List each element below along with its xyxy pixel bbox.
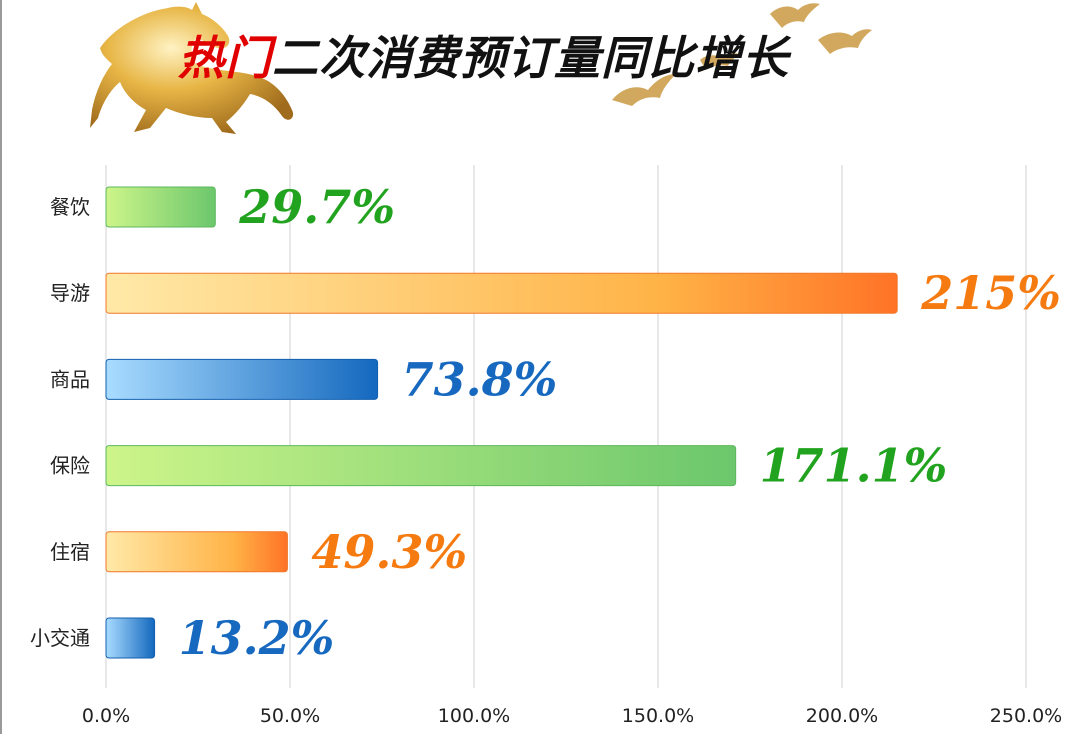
- golden-horse-icon: [90, 2, 294, 134]
- category-label: 保险: [50, 454, 90, 478]
- data-label: 171.1%: [760, 439, 948, 493]
- category-label: 餐饮: [50, 195, 90, 219]
- x-tick-label: 250.0%: [990, 705, 1062, 727]
- x-tick-label: 200.0%: [806, 705, 878, 727]
- frame-left-border: [0, 0, 2, 734]
- bar-2: [105, 358, 379, 400]
- category-label: 导游: [50, 281, 90, 305]
- x-tick-label: 0.0%: [82, 705, 130, 727]
- x-tick-label: 50.0%: [260, 705, 320, 727]
- category-label: 小交通: [30, 626, 90, 650]
- bar-5: [105, 617, 156, 659]
- bar-4: [105, 531, 288, 573]
- swallow-bird-icon: [612, 3, 872, 106]
- gridlines: [105, 165, 1027, 688]
- x-tick-label: 150.0%: [622, 705, 694, 727]
- bar-1: [105, 272, 898, 314]
- category-label: 商品: [50, 367, 90, 391]
- chart-title-highlight: 热门: [178, 31, 272, 85]
- data-label: 49.3%: [311, 525, 467, 579]
- data-label: 13.2%: [179, 611, 335, 665]
- bar-0: [105, 186, 216, 228]
- chart-title-rest: 二次消费预订量同比增长: [272, 31, 789, 85]
- chart-title: 热门二次消费预订量同比增长: [178, 22, 789, 88]
- x-tick-label: 100.0%: [438, 705, 510, 727]
- bars: [105, 186, 898, 659]
- data-label: 73.8%: [402, 352, 558, 406]
- bar-3: [105, 445, 737, 487]
- data-label: 29.7%: [238, 180, 395, 234]
- category-label: 住宿: [50, 540, 90, 564]
- labels: 0.0% 50.0% 100.0% 150.0% 200.0% 250.0% 餐饮 29.7%…: [30, 180, 1062, 727]
- data-label: 215%: [920, 266, 1061, 320]
- decoration-layer: [90, 2, 872, 134]
